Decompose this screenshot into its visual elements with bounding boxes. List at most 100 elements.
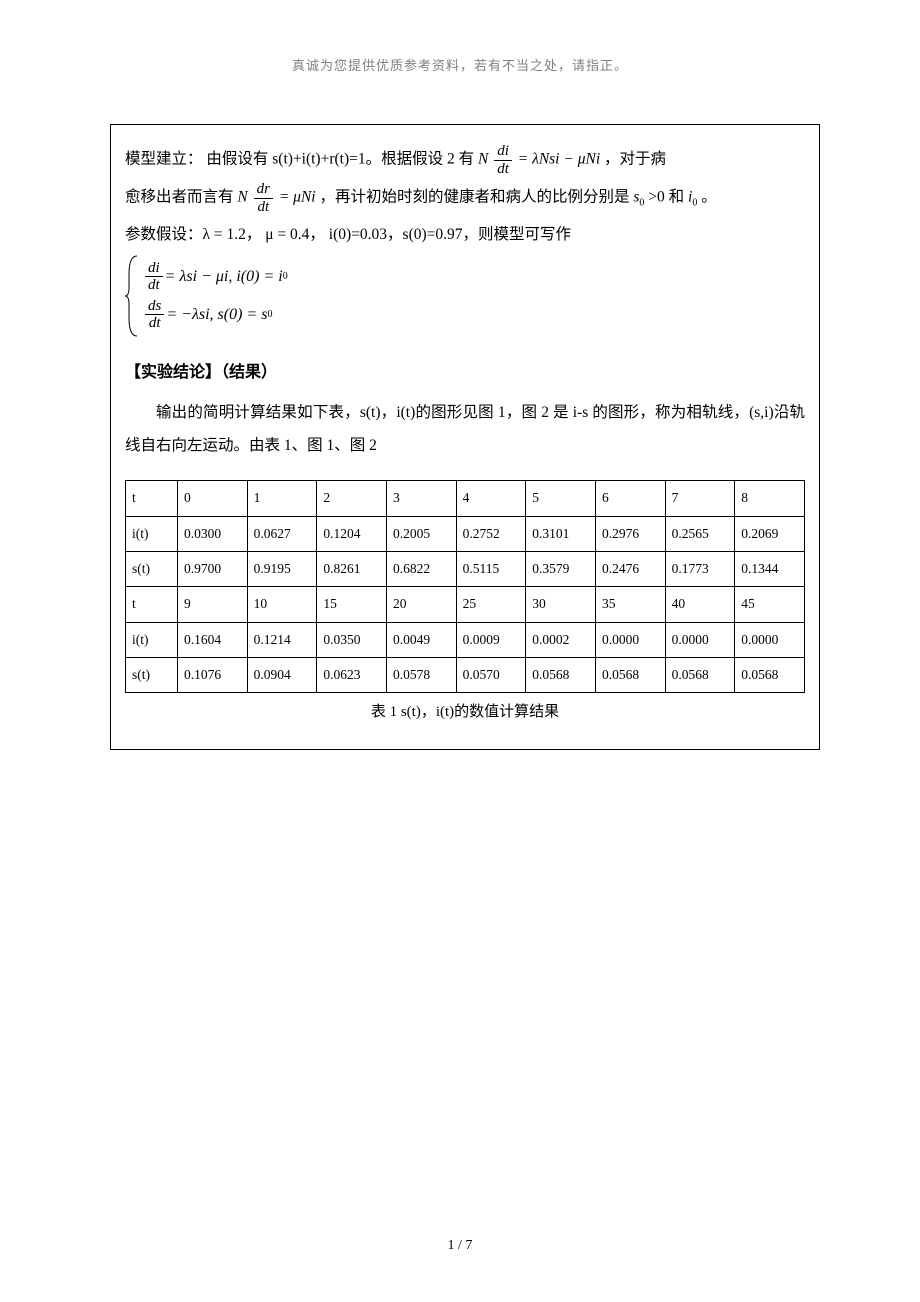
section-heading-conclusion: 【实验结论】（结果） [125,356,805,390]
math-N: N [237,189,247,206]
table-cell: 9 [178,587,248,622]
table-cell: i(t) [126,622,178,657]
sub-0: 0 [283,266,288,287]
table-cell: 0.1773 [665,551,735,586]
table-cell: 0.2476 [595,551,665,586]
paragraph-conclusion: 输出的简明计算结果如下表，s(t)，i(t)的图形见图 1，图 2 是 i-s … [125,397,805,462]
paragraph-model-1: 模型建立： 由假设有 s(t)+i(t)+r(t)=1。根据假设 2 有 N d… [125,143,805,177]
text: ，再计初始时刻的健康者和病人的比例分别是 [319,189,629,206]
table-cell: 0.0578 [386,657,456,692]
table-cell: 0.0350 [317,622,387,657]
table-cell: 0.1214 [247,622,317,657]
numerator: di [145,260,163,278]
table-cell: 4 [456,481,526,516]
sub-0: 0 [692,198,697,209]
table-cell: 0.0623 [317,657,387,692]
table-cell: 0.1076 [178,657,248,692]
page-number: 1 / 7 [0,1238,920,1254]
table-cell: t [126,587,178,622]
math-rhs: = −λsi, s(0) = s [166,298,267,332]
text: 。 [701,189,717,206]
table-cell: 0.5115 [456,551,526,586]
paragraph-params: 参数假设：λ = 1.2， μ = 0.4， i(0)=0.03，s(0)=0.… [125,219,805,252]
table-cell: 35 [595,587,665,622]
text: ，对于病 [604,151,666,168]
math-rhs: = λNsi − μNi [518,151,600,168]
table-cell: s(t) [126,551,178,586]
table-cell: i(t) [126,516,178,551]
table-cell: 30 [526,587,596,622]
table-cell: 0.2752 [456,516,526,551]
table-cell: 0.0000 [665,622,735,657]
table-cell: 0.3579 [526,551,596,586]
table-cell: 0.9700 [178,551,248,586]
table-cell: 0.0002 [526,622,596,657]
numerator: dr [254,181,273,199]
table-cell: 0.0627 [247,516,317,551]
denominator: dt [254,199,273,216]
table-cell: 25 [456,587,526,622]
fraction-dr-dt: dr dt [254,181,273,215]
table-cell: 0.0570 [456,657,526,692]
table-cell: 10 [247,587,317,622]
table-cell: 0.0904 [247,657,317,692]
table-row: s(t)0.97000.91950.82610.68220.51150.3579… [126,551,805,586]
numerator: ds [145,298,164,316]
table-cell: 0.0568 [735,657,805,692]
table-cell: 0.0300 [178,516,248,551]
table-cell: 3 [386,481,456,516]
table-row: s(t)0.10760.09040.06230.05780.05700.0568… [126,657,805,692]
table-cell: 0.9195 [247,551,317,586]
fraction-di-dt: di dt [145,260,163,294]
table-cell: 0.0568 [526,657,596,692]
table-cell: 0.2565 [665,516,735,551]
table-cell: 2 [317,481,387,516]
table-cell: 0 [178,481,248,516]
denominator: dt [145,315,164,332]
table-cell: s(t) [126,657,178,692]
table-cell: 0.0009 [456,622,526,657]
math-rhs: = μNi [279,189,316,206]
denominator: dt [145,277,163,294]
table-cell: 6 [595,481,665,516]
table-cell: 0.0049 [386,622,456,657]
table-cell: 8 [735,481,805,516]
table-row: i(t)0.03000.06270.12040.20050.27520.3101… [126,516,805,551]
table-cell: 0.2976 [595,516,665,551]
table-cell: 15 [317,587,387,622]
table-cell: 0.6822 [386,551,456,586]
table-cell: 1 [247,481,317,516]
table-caption: 表 1 s(t)，i(t)的数值计算结果 [125,697,805,729]
table-cell: 45 [735,587,805,622]
math-N: N [478,151,488,168]
table-cell: 0.8261 [317,551,387,586]
table-cell: 0.2069 [735,516,805,551]
math-rhs: = λsi − μi, i(0) = i [165,260,283,294]
content-box: 模型建立： 由假设有 s(t)+i(t)+r(t)=1。根据假设 2 有 N d… [110,124,820,750]
paragraph-model-2: 愈移出者而言有 N dr dt = μNi ，再计初始时刻的健康者和病人的比例分… [125,181,805,215]
denominator: dt [494,161,512,178]
header-note: 真诚为您提供优质参考资料，若有不当之处，请指正。 [0,0,920,74]
system-eq-2: ds dt = −λsi, s(0) = s0 [143,296,805,334]
sub-0: 0 [639,198,644,209]
table-row: t012345678 [126,481,805,516]
table-cell: 0.1604 [178,622,248,657]
table-cell: 0.0000 [735,622,805,657]
table-cell: 0.0000 [595,622,665,657]
table-row: t91015202530354045 [126,587,805,622]
fraction-ds-dt: ds dt [145,298,164,332]
table-cell: 0.0568 [665,657,735,692]
table-cell: 5 [526,481,596,516]
text: 参数假设：λ = 1.2， μ = 0.4， i(0)=0.03，s(0)=0.… [125,226,571,243]
fraction-di-dt: di dt [494,143,512,177]
text: 愈移出者而言有 [125,189,234,206]
table-cell: 0.3101 [526,516,596,551]
table-cell: 0.2005 [386,516,456,551]
numerator: di [494,143,512,161]
table-cell: 20 [386,587,456,622]
results-table: t012345678i(t)0.03000.06270.12040.20050.… [125,480,805,693]
system-eq-1: di dt = λsi − μi, i(0) = i0 [143,258,805,296]
table-cell: 0.0568 [595,657,665,692]
table-cell: 0.1204 [317,516,387,551]
text: 模型建立： 由假设有 s(t)+i(t)+r(t)=1。根据假设 2 有 [125,151,474,168]
